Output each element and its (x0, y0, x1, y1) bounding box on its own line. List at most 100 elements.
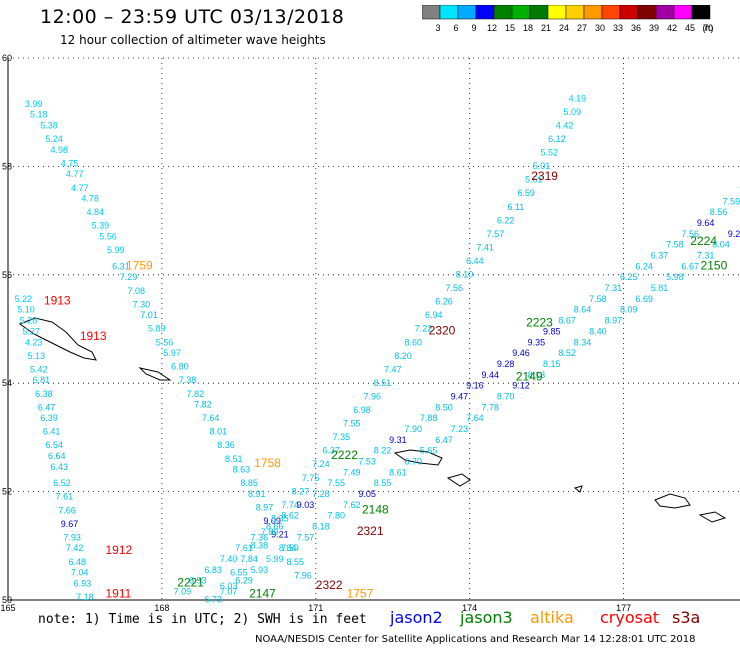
wave-height-value: 6.81 (33, 375, 51, 385)
wave-height-value: 8.35 (271, 513, 289, 523)
satellite-s3a: s3a (672, 608, 701, 627)
wave-height-value: 6.38 (35, 389, 53, 399)
wave-height-value: 8.40 (589, 326, 607, 336)
wave-height-value: 4.84 (86, 207, 104, 217)
wave-height-value: 5.39 (92, 221, 110, 231)
wave-height-value: 5.99 (107, 245, 125, 255)
wave-height-value: 5.24 (45, 134, 63, 144)
wave-height-value: 5.28 (20, 316, 38, 326)
wave-height-value: 6.52 (53, 478, 71, 488)
wave-height-value: 6.43 (51, 462, 69, 472)
scale-label: 42 (667, 23, 677, 33)
scale-label: 3 (435, 23, 440, 33)
wave-height-value: 9.12 (512, 381, 530, 391)
pass-time-label: 1913 (80, 329, 107, 343)
wave-height-value: 8.63 (233, 465, 251, 475)
wave-height-value: 7.31 (697, 251, 715, 261)
wave-height-value: 7.01 (140, 310, 158, 320)
pass-time-label: 2223 (526, 315, 553, 329)
wave-height-value: 6.70 (405, 457, 423, 467)
wave-height-value: 6.54 (45, 440, 63, 450)
scale-label: 70 (703, 23, 713, 33)
wave-height-value: 8.20 (394, 351, 412, 361)
wave-height-value: 5.10 (17, 305, 35, 315)
wave-height-value: 6.73 (204, 595, 222, 605)
wave-height-value: 4.78 (81, 194, 99, 204)
wave-height-value: 8.84 (279, 543, 297, 553)
wave-height-value: 8.64 (574, 305, 592, 315)
wave-height-value: 8.97 (256, 503, 274, 513)
wave-height-value: 6.93 (189, 576, 207, 586)
wave-height-value: 7.58 (589, 294, 607, 304)
wave-height-value: 4.42 (556, 120, 574, 130)
wave-height-value: 7.75 (302, 473, 320, 483)
wave-height-value: 6.41 (43, 427, 61, 437)
wave-height-value: 8.09 (620, 305, 638, 315)
wave-height-value: 7.04 (71, 568, 89, 578)
wave-height-value: 6.48 (68, 557, 86, 567)
pass-time-label: 1912 (105, 543, 132, 557)
wave-height-value: 7.80 (328, 511, 346, 521)
wave-height-value: 4.23 (25, 337, 43, 347)
wave-height-value: 8.61 (389, 467, 407, 477)
wave-height-value: 6.93 (74, 578, 92, 588)
island-outline (573, 485, 583, 493)
latitude-tick-label: 56 (2, 270, 12, 280)
wave-height-value: 8.60 (405, 337, 423, 347)
wave-height-value: 7.47 (384, 364, 402, 374)
wave-height-value: 7.78 (481, 402, 499, 412)
wave-height-value: 5.56 (99, 232, 117, 242)
wave-height-value: 8.67 (558, 316, 576, 326)
wave-height-value: 6.64 (48, 451, 66, 461)
scale-label: 39 (649, 23, 659, 33)
wave-height-value: 7.42 (66, 543, 84, 553)
scale-label: 36 (631, 23, 641, 33)
wave-height-value: 8.55 (374, 478, 392, 488)
wave-height-value: 7.82 (194, 400, 212, 410)
wave-height-value: 6.44 (466, 256, 484, 266)
pass-time-label: 2149 (516, 369, 543, 383)
wave-height-value: 6.55 (230, 568, 248, 578)
pass-time-label: 2321 (357, 524, 384, 538)
wave-height-value: 5.56 (156, 337, 174, 347)
wave-height-value: 7.56 (682, 229, 700, 239)
scale-label: 33 (613, 23, 623, 33)
wave-height-value: 7.49 (343, 467, 361, 477)
wave-height-value: 5.93 (251, 565, 269, 575)
wave-height-value: 5.61 (525, 175, 543, 185)
scale-label: 27 (577, 23, 587, 33)
scale-label: 24 (559, 23, 569, 33)
wave-height-value: 5.38 (40, 120, 58, 130)
wave-height-value: 7.08 (127, 286, 145, 296)
scale-label: 15 (505, 23, 515, 33)
wave-height-value: 6.83 (204, 565, 222, 575)
wave-height-value: 5.97 (163, 348, 181, 358)
wave-height-value: 8.22 (374, 446, 392, 456)
wave-height-value: 6.11 (507, 202, 524, 212)
scale-unit: (ft) (703, 23, 714, 33)
wave-height-value: 6.03 (220, 581, 238, 591)
wave-height-value: 7.55 (328, 478, 346, 488)
color-scale-legend: 3 6 9 12 15 18 21 24 27 30 33 36 39 42 45 70(ft) (422, 5, 714, 33)
wave-height-value: 8.34 (574, 337, 592, 347)
wave-height-value: 8.10 (456, 270, 474, 280)
wave-height-value: 7.64 (466, 413, 484, 423)
wave-height-value: 8.50 (435, 402, 453, 412)
scale-label: 30 (595, 23, 605, 33)
wave-height-value: 7.30 (133, 299, 151, 309)
wave-height-value: 9.09 (263, 516, 281, 526)
wave-height-value: 7.64 (202, 413, 220, 423)
wave-height-value: 7.09 (174, 587, 192, 597)
wave-height-value: 6.24 (635, 261, 653, 271)
wave-height-value: 5.89 (148, 324, 166, 334)
wave-height-value: 7.28 (312, 489, 330, 499)
satellite-jason3: jason3 (460, 608, 513, 627)
wave-height-value: 7.31 (605, 283, 623, 293)
wave-height-value: 6.22 (497, 215, 515, 225)
credit-line: NOAA/NESDIS Center for Satellite Applica… (255, 634, 696, 645)
wave-height-value: 7.07 (220, 587, 238, 597)
scale-label: 45 (685, 23, 695, 33)
wave-height-value: 8.51 (374, 378, 392, 388)
pass-time-label: 2221 (177, 575, 204, 589)
wave-height-value: 6.37 (322, 446, 340, 456)
